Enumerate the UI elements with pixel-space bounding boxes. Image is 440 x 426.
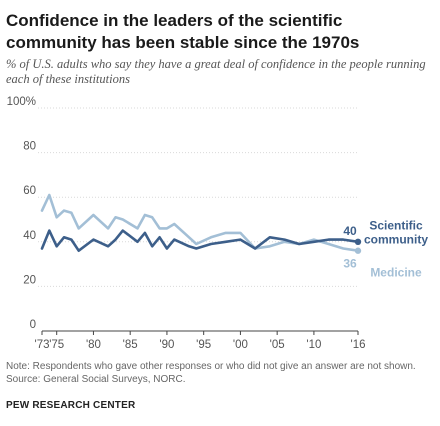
y-tick-label: 40	[23, 230, 36, 242]
y-tick-label: 100%	[7, 96, 36, 108]
y-tick-label: 0	[30, 319, 36, 331]
series-label-medicine: Medicine	[370, 265, 422, 279]
note-line-2: Source: General Social Surveys, NORC.	[6, 373, 186, 385]
y-tick-label: 60	[23, 185, 36, 197]
brand-label: PEW RESEARCH CENTER	[6, 400, 136, 411]
line-chart: 0 20 40 60 80 100% '73'75 '80 '85 '90 '95 '00 '05 '1…	[7, 96, 429, 351]
x-tick-label: '80	[86, 339, 101, 351]
source-note: Note: Respondents who gave other respons…	[6, 361, 436, 386]
series-line-scientific-community	[40, 229, 360, 252]
x-tick-label: '85	[123, 339, 138, 351]
x-tick-label: '10	[306, 339, 321, 351]
end-point-marker	[354, 247, 362, 254]
x-tick-label: '95	[196, 339, 211, 351]
x-tick-label: '90	[159, 339, 174, 351]
end-value-label-scientific-community: 40	[343, 224, 357, 238]
chart-title: Confidence in the leaders of the scienti…	[6, 11, 360, 52]
note-line-1: Note: Respondents who gave other respons…	[6, 361, 416, 372]
series-line-medicine	[40, 193, 360, 252]
y-tick-label: 80	[23, 141, 36, 153]
x-tick-label: '73	[35, 339, 50, 351]
x-tick-label: '75	[49, 339, 64, 351]
y-tick-label: 20	[23, 274, 36, 286]
x-tick-label: '16	[351, 339, 366, 351]
x-tick-label: '05	[270, 339, 285, 351]
series-label-scientific-community: Scientific community	[364, 219, 428, 247]
chart-subtitle: % of U.S. adults who say they have a gre…	[6, 57, 426, 86]
end-value-label-medicine: 36	[343, 257, 357, 271]
x-tick-label: '00	[233, 339, 248, 351]
end-point-marker	[354, 238, 362, 245]
